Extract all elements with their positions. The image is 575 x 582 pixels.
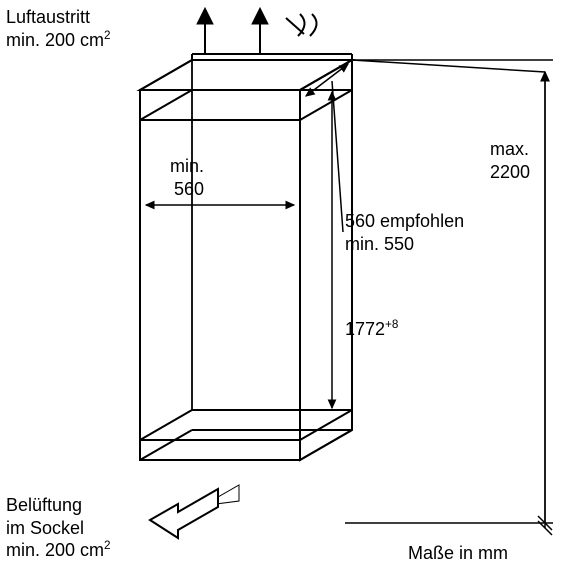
width-min-label: min. 560 bbox=[170, 155, 204, 200]
vent-base-l2: im Sockel bbox=[6, 518, 84, 538]
depth-rec-label: 560 empfohlen min. 550 bbox=[345, 210, 464, 255]
width-min-l1: min. bbox=[170, 156, 204, 176]
width-min-l2: 560 bbox=[174, 179, 204, 199]
installation-diagram: Luftaustritt min. 200 cm2 min. 560 560 e… bbox=[0, 0, 575, 582]
height-max-label: max. 2200 bbox=[490, 138, 530, 183]
air-outlet-sup: 2 bbox=[104, 29, 111, 42]
depth-rec-l1: 560 empfohlen bbox=[345, 211, 464, 231]
height-inner-label: 1772+8 bbox=[345, 318, 398, 341]
units-note-text: Maße in mm bbox=[408, 543, 508, 563]
depth-rec-l2: min. 550 bbox=[345, 234, 414, 254]
air-outlet-label: Luftaustritt min. 200 cm2 bbox=[6, 6, 111, 51]
height-inner-sup: +8 bbox=[385, 318, 398, 331]
units-note: Maße in mm bbox=[408, 542, 508, 565]
vent-base-label: Belüftung im Sockel min. 200 cm2 bbox=[6, 494, 111, 562]
vent-base-l1: Belüftung bbox=[6, 495, 82, 515]
height-max-l2: 2200 bbox=[490, 162, 530, 182]
vent-base-l3: min. 200 cm bbox=[6, 540, 104, 560]
height-max-l1: max. bbox=[490, 139, 529, 159]
air-outlet-line2: min. 200 cm bbox=[6, 30, 104, 50]
air-outlet-line1: Luftaustritt bbox=[6, 7, 90, 27]
vent-base-sup: 2 bbox=[104, 539, 111, 552]
height-inner-val: 1772 bbox=[345, 319, 385, 339]
